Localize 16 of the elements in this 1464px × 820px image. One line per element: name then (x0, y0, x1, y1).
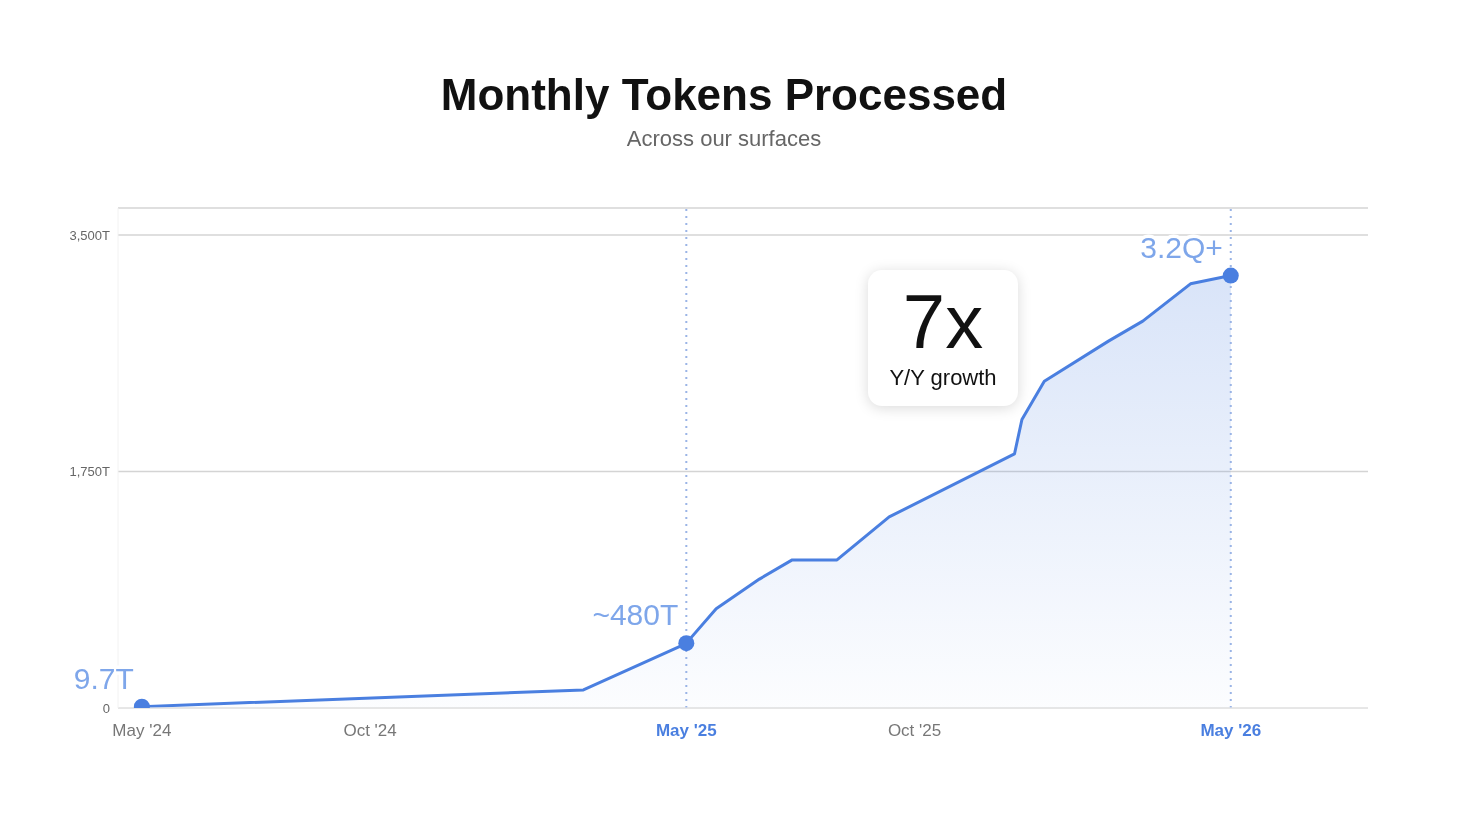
x-tick-label: Oct '24 (343, 721, 397, 740)
annotation: 3.2Q+ (1140, 230, 1223, 264)
y-tick-label: 1,750T (69, 464, 111, 480)
chart-title: Monthly Tokens Processed (439, 70, 1009, 120)
y-tick-label: 3,500T (69, 227, 111, 243)
chart-subtitle: Across our surfaces (625, 126, 823, 152)
annotation: Y/Y growth (888, 364, 998, 392)
x-tick-label: Oct '25 (887, 721, 942, 740)
annotation: 9.7T (73, 661, 134, 695)
annotation: 7x (901, 279, 985, 364)
x-tick-label: May '26 (1200, 721, 1262, 740)
y-tick-label: 0 (102, 700, 110, 716)
annotation: ~480T (592, 598, 679, 632)
x-tick-label: May '24 (112, 721, 172, 740)
x-tick-label: May '25 (655, 721, 717, 740)
callout-box: 7x Y/Y growth (868, 270, 1018, 406)
